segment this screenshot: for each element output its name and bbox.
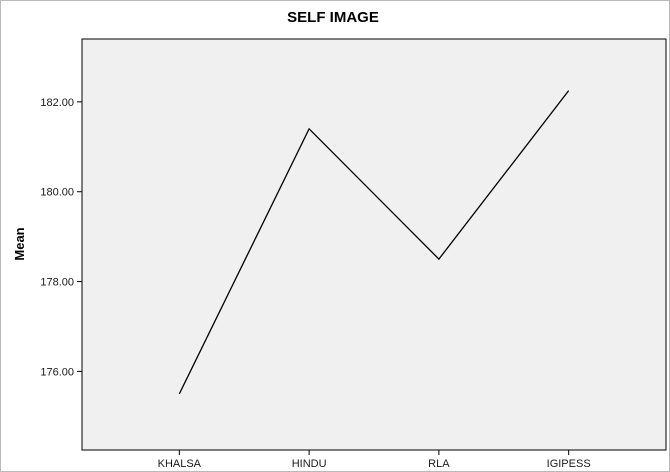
y-axis: 176.00 178.00 180.00 182.00 <box>40 97 82 378</box>
y-axis-label: Mean <box>12 227 27 260</box>
y-tick-label: 180.00 <box>40 187 74 199</box>
y-tick-label: 178.00 <box>40 277 74 289</box>
x-axis: KHALSA HINDU RLA IGIPESS <box>158 450 591 470</box>
chart-title: SELF IMAGE <box>287 9 379 26</box>
y-tick-label: 182.00 <box>40 97 74 109</box>
x-tick-label: IGIPESS <box>547 458 591 470</box>
plot-area <box>81 38 667 451</box>
x-tick-label: RLA <box>428 458 450 470</box>
series-line <box>178 90 570 395</box>
y-tick-label: 176.00 <box>40 366 74 378</box>
x-tick-label: KHALSA <box>158 458 202 470</box>
series-group <box>178 90 570 395</box>
x-tick-label: HINDU <box>292 458 327 470</box>
